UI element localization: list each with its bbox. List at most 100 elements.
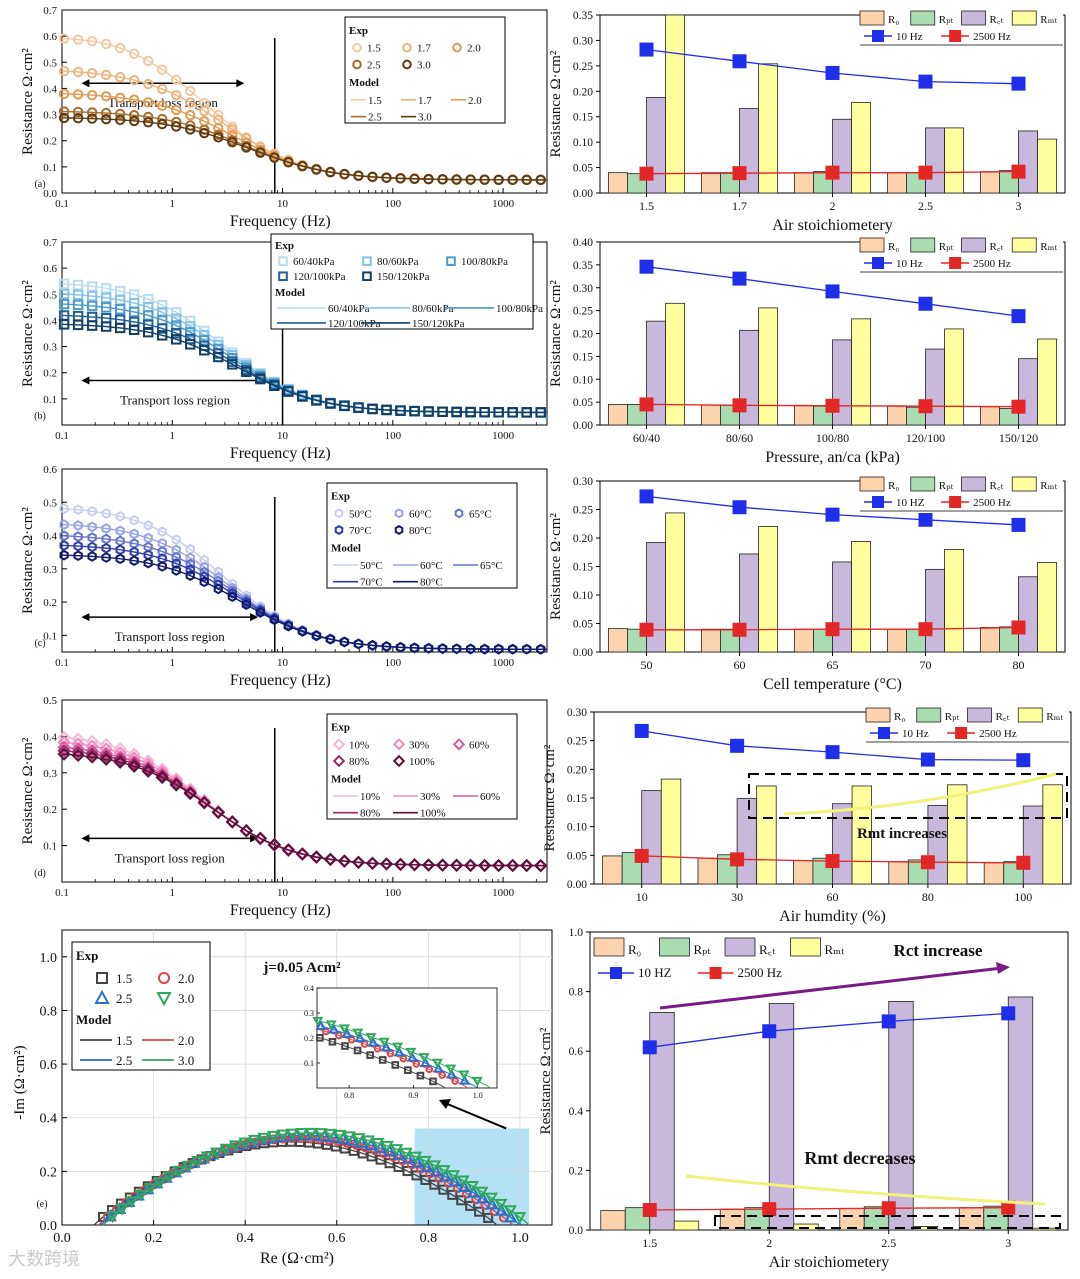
data-point xyxy=(200,1151,215,1164)
line-marker xyxy=(642,1040,657,1055)
bar-R0 xyxy=(979,406,1000,426)
legend-title: Exp xyxy=(331,491,350,503)
data-point xyxy=(58,319,70,330)
legend-marker xyxy=(352,59,362,70)
data-point xyxy=(225,815,239,829)
legend-title: Model xyxy=(349,77,379,89)
bar-R0 xyxy=(607,172,628,194)
data-point xyxy=(241,142,252,153)
data-point xyxy=(269,614,279,626)
data-point xyxy=(155,764,169,779)
data-point xyxy=(143,1183,158,1196)
data-point xyxy=(58,106,70,117)
data-point xyxy=(311,395,322,406)
x-tick-label: 0.0 xyxy=(53,1231,71,1246)
data-point xyxy=(72,112,84,124)
bar-Rct xyxy=(925,127,945,194)
bar-Rct xyxy=(925,568,945,653)
data-point xyxy=(171,534,181,546)
legend-marker xyxy=(402,59,412,70)
data-point xyxy=(534,858,548,873)
data-point xyxy=(494,1203,509,1216)
data-point xyxy=(86,113,98,124)
data-point xyxy=(129,514,139,526)
x-tick-label: 0.1 xyxy=(55,198,69,210)
legend-label: 50°C xyxy=(360,560,383,572)
y-tick-label: 0.30 xyxy=(567,707,587,719)
data-point xyxy=(241,596,251,608)
data-point xyxy=(297,161,308,172)
legend-label: 60% xyxy=(469,739,489,751)
bar-Rmt xyxy=(1042,784,1063,885)
data-point xyxy=(157,64,168,75)
data-point xyxy=(295,1128,309,1141)
bar-R0 xyxy=(700,404,721,426)
arrow-head xyxy=(81,376,90,385)
x-tick-label: 0.6 xyxy=(328,1231,346,1246)
b_right-panel: 0.00 0.05 0.10 0.15 0.20 0.25 0.30 0.35 0.40 60/4… xyxy=(548,236,1066,466)
data-point xyxy=(521,407,532,418)
data-point xyxy=(283,620,293,632)
y-tick-label: 0.25 xyxy=(573,505,593,517)
y-tick-label: 0.6 xyxy=(40,1058,58,1073)
bar-Rmt xyxy=(851,102,872,194)
data-point xyxy=(128,110,140,121)
y-tick-label: 0.25 xyxy=(573,306,593,318)
y-tick-label: 0.10 xyxy=(573,374,593,386)
data-point xyxy=(157,330,168,341)
data-point xyxy=(129,555,139,567)
data-point xyxy=(128,306,140,318)
data-point xyxy=(59,549,69,561)
data-point xyxy=(114,71,126,83)
x-tick-label: 1 xyxy=(170,198,176,210)
data-point xyxy=(421,858,436,872)
legend-marker xyxy=(392,738,406,751)
legend-title: Model xyxy=(331,542,361,554)
data-point xyxy=(100,107,112,119)
data-point xyxy=(281,843,295,857)
data-point xyxy=(451,406,462,418)
data-point xyxy=(255,607,265,618)
x-tick-label: 1 xyxy=(170,887,176,899)
legend-title: Model xyxy=(275,287,305,299)
bar-R0 xyxy=(792,860,814,885)
x-tick-label: 1.5 xyxy=(642,1236,657,1250)
data-point xyxy=(127,757,141,771)
data-point xyxy=(213,132,224,143)
series-3.0 xyxy=(102,1127,530,1226)
bar-Rct xyxy=(649,1012,675,1231)
legend: Exp 50°C 60°C 65°C 70°C 80°C Model 50°C 60°C 65°C… xyxy=(326,482,518,589)
data-point xyxy=(367,403,378,415)
bar-Rmt xyxy=(758,307,779,426)
bar-Rct xyxy=(1018,358,1038,426)
legend-marker xyxy=(872,257,884,269)
legend-marker xyxy=(278,256,288,266)
legend-label: 80°C xyxy=(409,525,432,537)
data-point xyxy=(59,530,69,542)
legend-label: Rₘₜ xyxy=(1040,480,1057,492)
data-point xyxy=(507,407,518,418)
y-tick-label: 0.35 xyxy=(573,260,593,272)
legend-label: 2.0 xyxy=(178,1033,194,1048)
x-tick-label: 0.1 xyxy=(55,430,69,442)
data-point xyxy=(296,1132,307,1143)
bar-Rmt xyxy=(944,549,965,653)
y-axis-label: Resistance Ω·cm² xyxy=(20,48,36,155)
data-point xyxy=(381,404,392,416)
x-tick-label: 10 xyxy=(636,890,648,904)
legend-label: Rₘₜ xyxy=(1040,241,1057,253)
data-point xyxy=(395,405,406,416)
data-point xyxy=(366,1051,374,1059)
data-point xyxy=(466,643,476,655)
legend-label: 2.5 xyxy=(367,59,381,71)
data-point xyxy=(59,503,69,514)
line-marker xyxy=(825,398,840,413)
legend-label: 100/80kPa xyxy=(496,303,543,315)
data-point xyxy=(171,551,181,563)
x-tick-label: 80/60 xyxy=(726,431,753,445)
y-tick-label: 0.2 xyxy=(569,1165,584,1177)
data-point xyxy=(71,745,85,759)
data-point xyxy=(153,1177,167,1190)
y-tick-label: 0.5 xyxy=(43,695,57,707)
y-tick-label: 0.1 xyxy=(43,630,57,642)
